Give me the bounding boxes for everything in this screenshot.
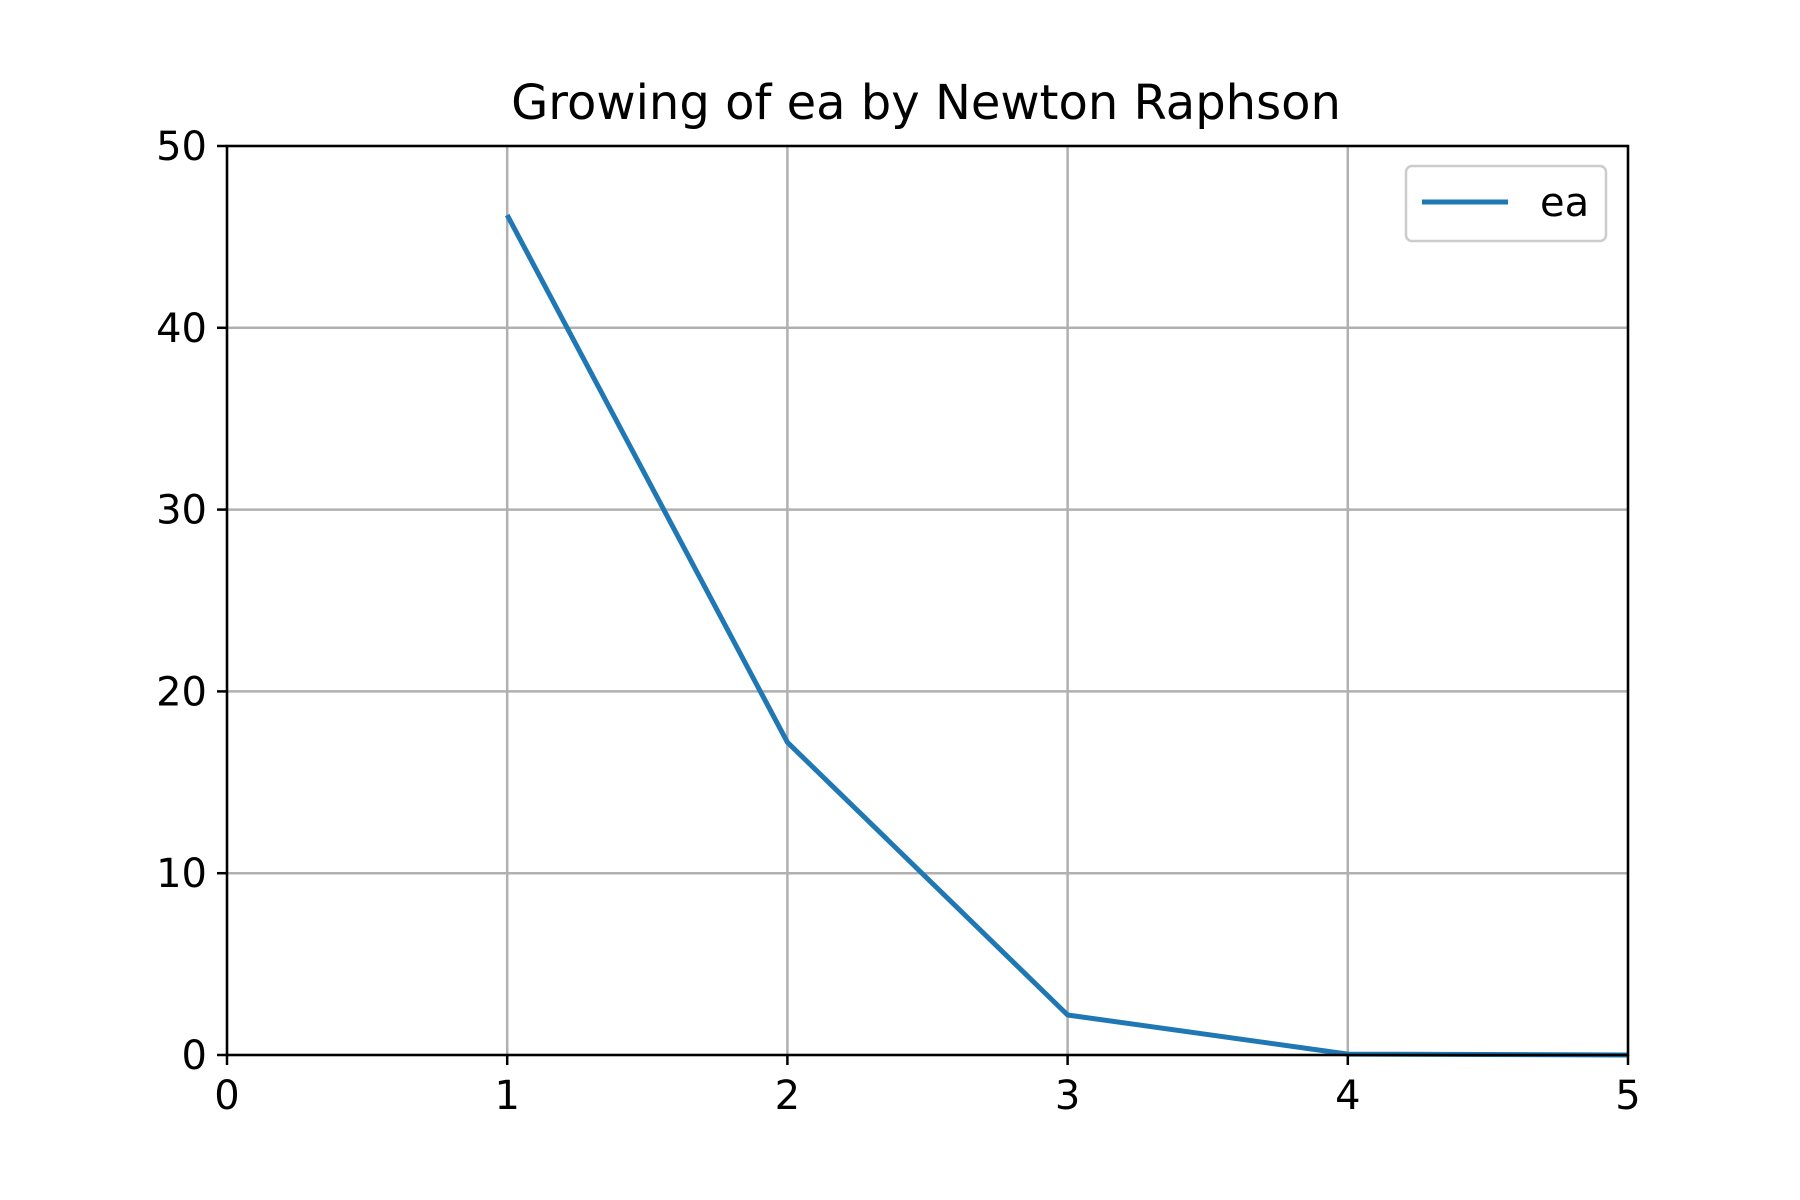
legend-label: ea — [1540, 180, 1589, 226]
x-tick-label: 5 — [1615, 1073, 1640, 1119]
plot-area-frame — [225, 144, 1630, 1057]
y-tick-label: 0 — [182, 1033, 207, 1079]
x-tick-label: 3 — [1055, 1073, 1080, 1119]
y-tick-label: 10 — [156, 851, 207, 897]
x-tick-label: 4 — [1335, 1073, 1360, 1119]
x-tick-label: 1 — [494, 1073, 519, 1119]
y-tick-label: 30 — [156, 488, 207, 534]
y-tick-label: 20 — [156, 669, 207, 715]
x-tick-label: 2 — [775, 1073, 800, 1119]
grid — [225, 144, 1630, 1057]
y-tick-label: 50 — [156, 124, 207, 170]
chart-title: Growing of ea by Newton Raphson — [511, 75, 1341, 131]
y-tick-label: 40 — [156, 306, 207, 352]
x-tick-label: 0 — [214, 1073, 239, 1119]
legend: ea — [1404, 164, 1608, 243]
